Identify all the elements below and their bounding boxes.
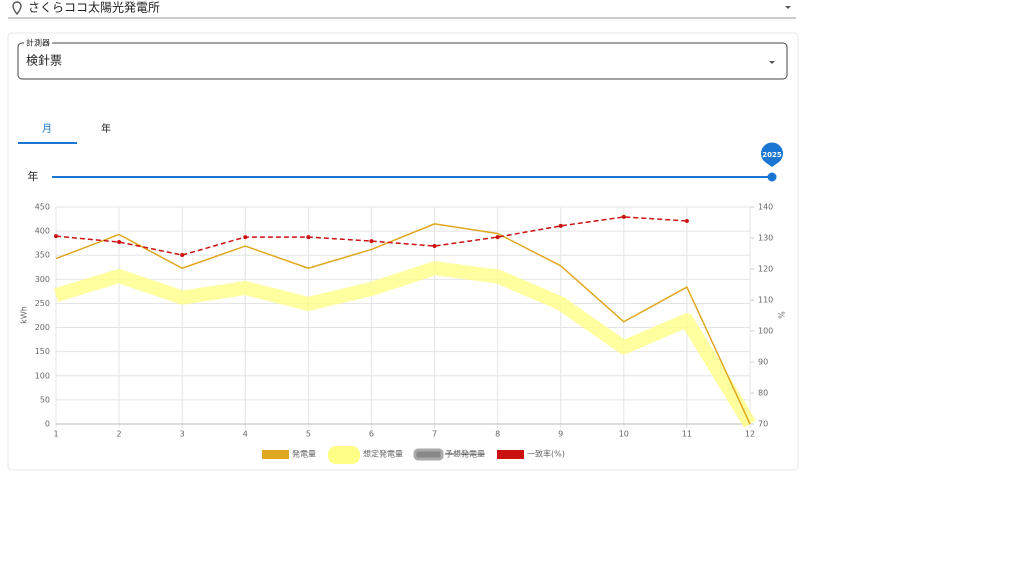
point bbox=[306, 235, 311, 240]
x-tick-label: 8 bbox=[495, 430, 500, 439]
tab-year[interactable]: 年 bbox=[101, 122, 111, 135]
y2-tick-label: 130 bbox=[758, 234, 773, 243]
y-axis-title: kWh bbox=[20, 306, 29, 324]
y2-tick-label: 70 bbox=[758, 420, 768, 429]
legend-label[interactable]: 予想発電量 bbox=[445, 449, 485, 459]
legend-swatch bbox=[328, 446, 360, 464]
y-tick-label: 350 bbox=[35, 251, 50, 260]
tab-month[interactable]: 月 bbox=[42, 123, 52, 135]
point bbox=[684, 218, 689, 223]
series-line bbox=[53, 261, 756, 428]
y-tick-label: 0 bbox=[45, 420, 50, 429]
legend-label[interactable]: 発電量 bbox=[292, 450, 316, 459]
point bbox=[117, 240, 122, 245]
meter-label: 計測器 bbox=[26, 38, 50, 48]
point bbox=[495, 235, 500, 240]
series-line bbox=[55, 223, 751, 425]
slider-value: 2025 bbox=[762, 151, 782, 159]
chart: 0501001502002503003504004507080901001101… bbox=[20, 203, 786, 464]
meter-select[interactable] bbox=[17, 42, 788, 80]
location-icon bbox=[12, 1, 22, 16]
label-gap bbox=[24, 39, 52, 47]
point bbox=[432, 244, 437, 249]
x-tick-label: 10 bbox=[619, 430, 629, 439]
y-tick-label: 200 bbox=[35, 323, 50, 332]
y-tick-label: 100 bbox=[35, 371, 50, 380]
y-tick-label: 400 bbox=[35, 227, 50, 236]
y-tick-label: 300 bbox=[35, 275, 50, 284]
y2-tick-label: 100 bbox=[758, 327, 773, 336]
card bbox=[7, 32, 799, 471]
legend-swatch bbox=[413, 448, 444, 461]
series-line bbox=[55, 216, 687, 256]
legend-label[interactable]: 想定発電量 bbox=[363, 449, 403, 459]
point bbox=[621, 214, 626, 219]
meter-value[interactable]: 検針票 bbox=[26, 53, 62, 68]
y-tick-label: 50 bbox=[40, 395, 50, 404]
x-tick-label: 1 bbox=[53, 430, 58, 439]
y2-tick-label: 90 bbox=[758, 358, 768, 367]
point bbox=[54, 234, 58, 239]
x-tick-label: 11 bbox=[682, 430, 692, 439]
x-tick-label: 5 bbox=[306, 430, 311, 439]
y2-axis-title: % bbox=[777, 311, 786, 319]
legend-label[interactable]: 一致率(%) bbox=[527, 449, 565, 459]
x-tick-label: 3 bbox=[180, 430, 185, 439]
slider-value-bubble bbox=[761, 142, 784, 167]
slider-thumb[interactable] bbox=[767, 172, 777, 182]
slider-label: 年 bbox=[28, 169, 39, 183]
meter-dropdown-arrow[interactable] bbox=[769, 61, 775, 64]
point bbox=[243, 235, 248, 240]
y-tick-label: 450 bbox=[35, 203, 50, 212]
site-dropdown-arrow[interactable] bbox=[785, 6, 791, 9]
x-tick-label: 9 bbox=[558, 430, 563, 439]
x-tick-label: 2 bbox=[117, 430, 122, 439]
point bbox=[180, 253, 185, 258]
y2-tick-label: 80 bbox=[758, 389, 768, 398]
y-tick-label: 250 bbox=[35, 299, 50, 308]
y-tick-label: 150 bbox=[35, 347, 50, 356]
site-name[interactable]: さくらココ太陽光発電所 bbox=[28, 0, 160, 15]
point bbox=[558, 223, 563, 228]
x-tick-label: 12 bbox=[745, 430, 755, 439]
y2-tick-label: 120 bbox=[758, 265, 773, 274]
legend-swatch bbox=[262, 450, 289, 459]
y2-tick-label: 110 bbox=[758, 296, 773, 305]
y2-tick-label: 140 bbox=[758, 203, 773, 212]
legend-swatch bbox=[497, 450, 524, 459]
point bbox=[369, 239, 374, 244]
x-tick-label: 6 bbox=[369, 430, 374, 439]
x-tick-label: 7 bbox=[432, 430, 437, 439]
x-tick-label: 4 bbox=[243, 430, 248, 439]
